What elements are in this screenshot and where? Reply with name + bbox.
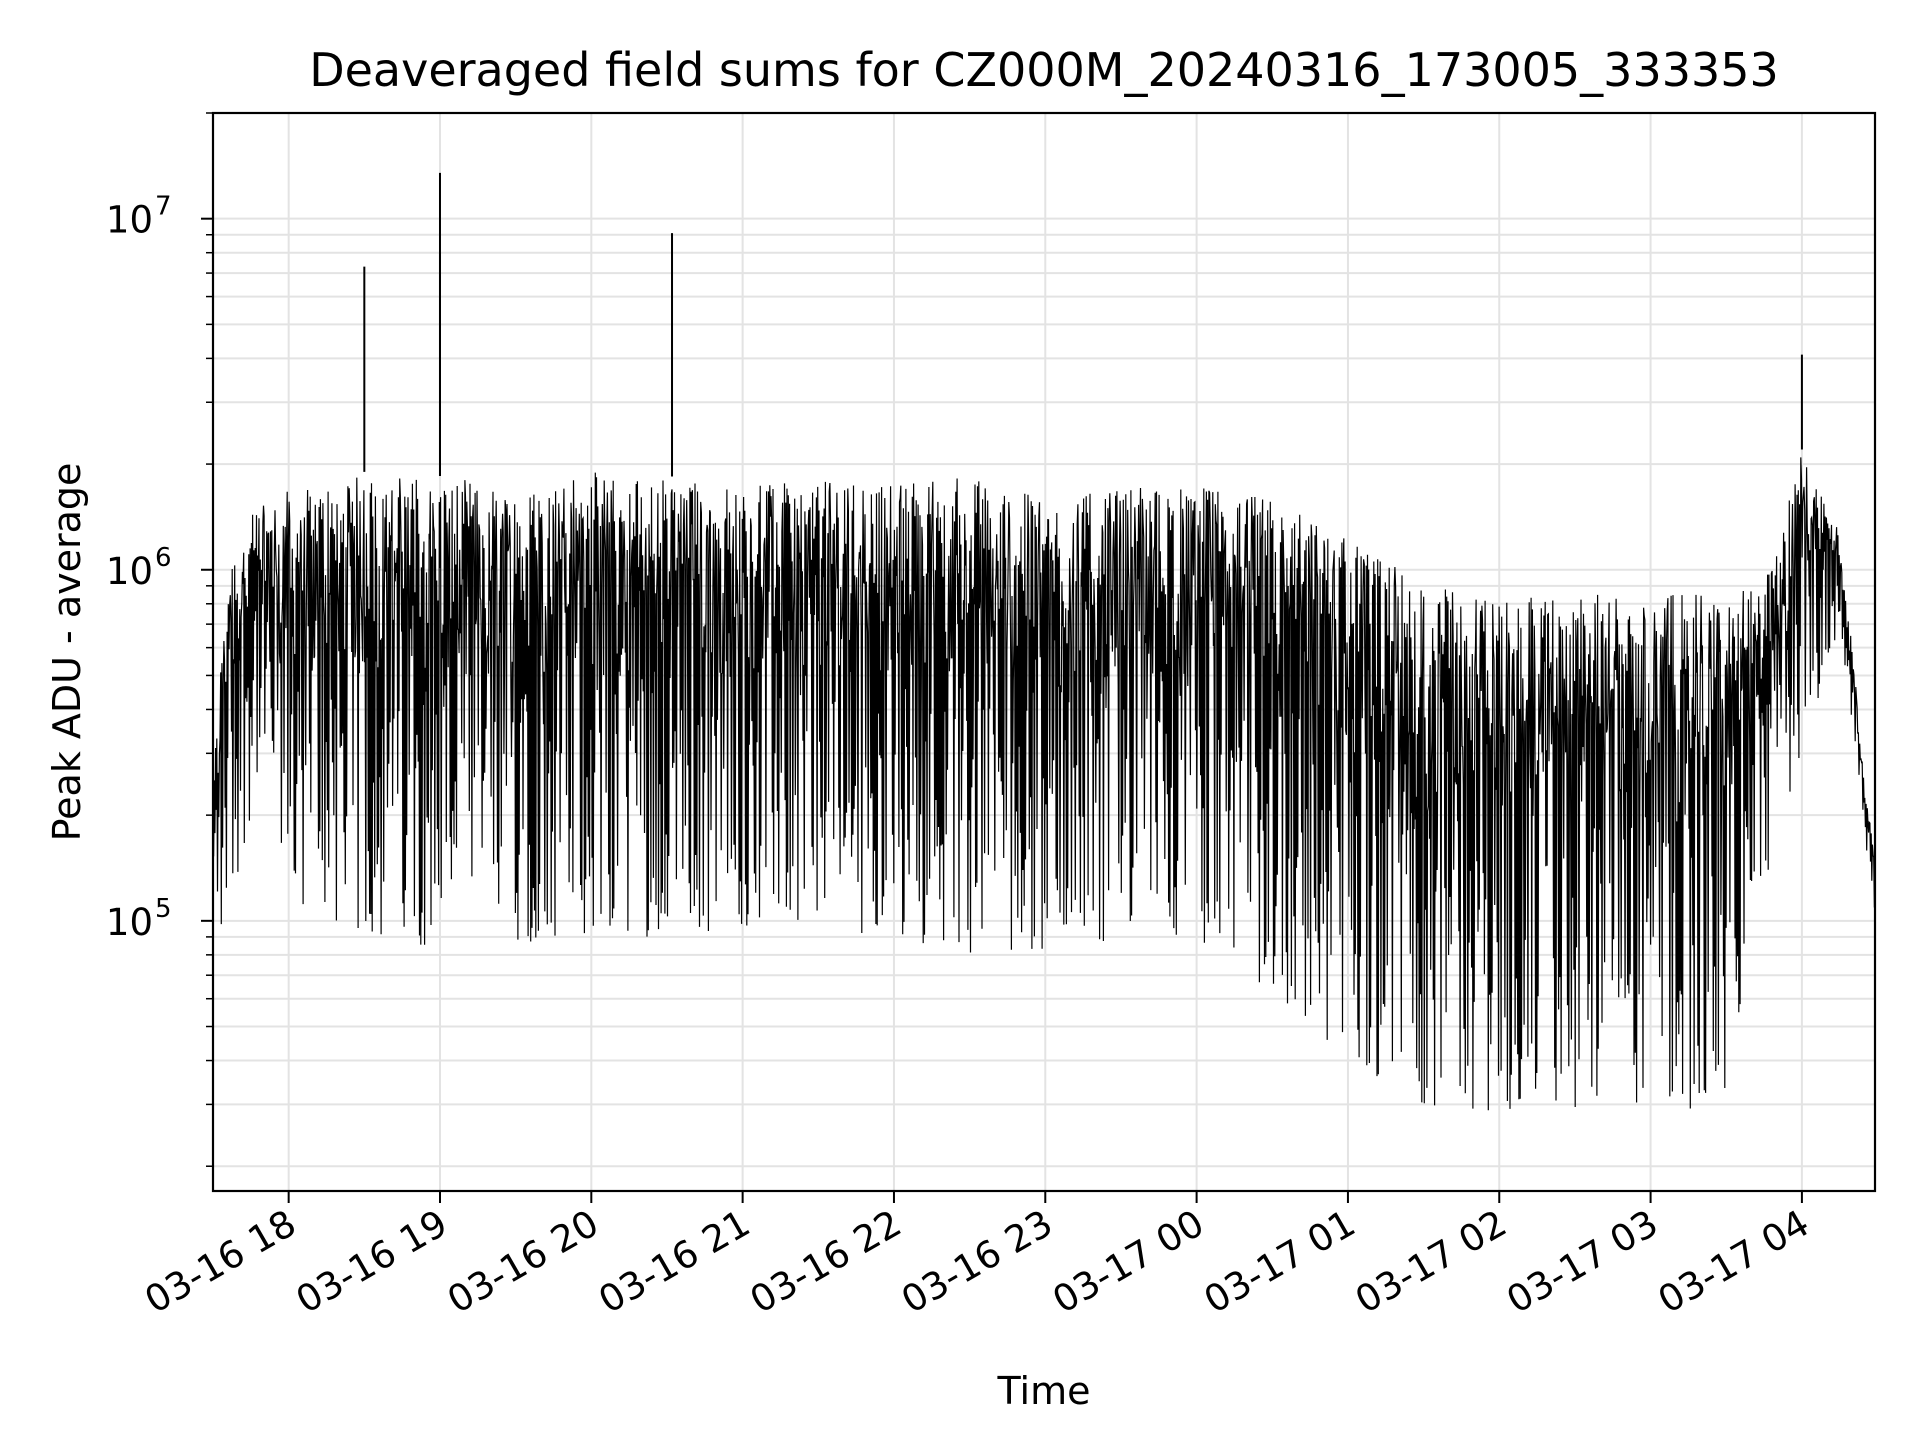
series-line (213, 172, 1875, 1111)
y-tick-label: 10 (106, 550, 153, 593)
x-tick-label: 03-17 04 (1651, 1202, 1817, 1322)
x-tick-label: 03-17 02 (1348, 1202, 1514, 1322)
x-tick-label: 03-16 22 (743, 1202, 909, 1322)
x-axis-label: Time (997, 1369, 1091, 1413)
y-tick-label-exponent: 6 (155, 543, 172, 573)
x-tick-label: 03-16 18 (138, 1202, 304, 1322)
x-tick-label: 03-17 01 (1197, 1202, 1363, 1322)
y-tick-label-exponent: 5 (155, 894, 172, 924)
chart-title: Deaveraged field sums for CZ000M_2024031… (309, 43, 1779, 97)
x-tick-label: 03-16 23 (894, 1202, 1060, 1322)
x-tick-label: 03-17 03 (1500, 1202, 1666, 1322)
x-tick-label: 03-17 00 (1046, 1202, 1212, 1322)
x-tick-label: 03-16 19 (289, 1202, 455, 1322)
x-tick-label: 03-16 21 (592, 1202, 758, 1322)
y-tick-label-exponent: 7 (155, 192, 172, 222)
plot-area (213, 172, 1875, 1111)
y-tick-label: 10 (106, 199, 153, 242)
series-trace (213, 457, 1875, 1111)
x-tick-label: 03-16 20 (440, 1202, 606, 1322)
y-axis-label: Peak ADU - average (45, 463, 89, 842)
axes-frame (211, 111, 1877, 1193)
y-tick-label: 10 (106, 901, 153, 944)
